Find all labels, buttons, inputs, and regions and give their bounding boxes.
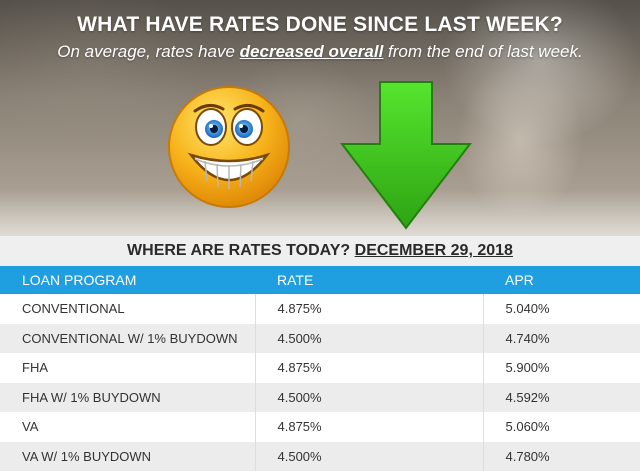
loan-program-cell: VA W/ 1% BUYDOWN bbox=[0, 441, 256, 471]
loan-program-cell: FHA W/ 1% BUYDOWN bbox=[0, 382, 256, 412]
header-rate: RATE bbox=[255, 266, 483, 294]
subtitle-suffix: from the end of last week. bbox=[383, 42, 583, 61]
grinning-smiley-icon bbox=[168, 86, 290, 208]
subtitle-prefix: On average, rates have bbox=[57, 42, 240, 61]
rate-cell: 4.875% bbox=[255, 294, 484, 324]
rate-cell: 4.875% bbox=[255, 353, 484, 383]
table-row: CONVENTIONAL 4.875% 5.040% bbox=[0, 294, 640, 324]
loan-program-cell: FHA bbox=[0, 353, 256, 383]
loan-program-cell: CONVENTIONAL bbox=[0, 294, 256, 324]
rate-cell: 4.500% bbox=[255, 441, 484, 471]
page-title: WHAT HAVE RATES DONE SINCE LAST WEEK? bbox=[77, 13, 563, 36]
header-apr: APR bbox=[483, 266, 640, 294]
hero-fade bbox=[0, 190, 640, 236]
loan-program-cell: CONVENTIONAL W/ 1% BUYDOWN bbox=[0, 323, 256, 353]
rates-date-banner: WHERE ARE RATES TODAY? DECEMBER 29, 2018 bbox=[0, 236, 640, 266]
banner-label: WHERE ARE RATES TODAY? bbox=[127, 242, 351, 259]
apr-cell: 5.060% bbox=[483, 412, 640, 442]
banner-date: DECEMBER 29, 2018 bbox=[354, 242, 513, 259]
rate-cell: 4.500% bbox=[255, 323, 484, 353]
loan-program-cell: VA bbox=[0, 412, 256, 442]
table-row: VA W/ 1% BUYDOWN 4.500% 4.780% bbox=[0, 441, 640, 471]
rate-cell: 4.875% bbox=[255, 412, 484, 442]
rate-cell: 4.500% bbox=[255, 382, 484, 412]
header-loan-program: LOAN PROGRAM bbox=[0, 266, 255, 294]
apr-cell: 5.900% bbox=[483, 353, 640, 383]
apr-cell: 5.040% bbox=[483, 294, 640, 324]
table-row: FHA 4.875% 5.900% bbox=[0, 353, 640, 383]
apr-cell: 4.780% bbox=[483, 441, 640, 471]
apr-cell: 4.740% bbox=[483, 323, 640, 353]
page-subtitle: On average, rates have decreased overall… bbox=[0, 42, 640, 62]
table-row: VA 4.875% 5.060% bbox=[0, 412, 640, 442]
down-arrow-icon bbox=[340, 81, 472, 230]
subtitle-emphasis: decreased overall bbox=[239, 42, 384, 61]
hero-banner: WHAT HAVE RATES DONE SINCE LAST WEEK? On… bbox=[0, 0, 640, 236]
table-row: CONVENTIONAL W/ 1% BUYDOWN 4.500% 4.740% bbox=[0, 323, 640, 353]
table-header-row: LOAN PROGRAM RATE APR bbox=[0, 266, 640, 294]
table-row: FHA W/ 1% BUYDOWN 4.500% 4.592% bbox=[0, 382, 640, 412]
rates-table: LOAN PROGRAM RATE APR CONVENTIONAL 4.875… bbox=[0, 266, 640, 471]
apr-cell: 4.592% bbox=[483, 382, 640, 412]
